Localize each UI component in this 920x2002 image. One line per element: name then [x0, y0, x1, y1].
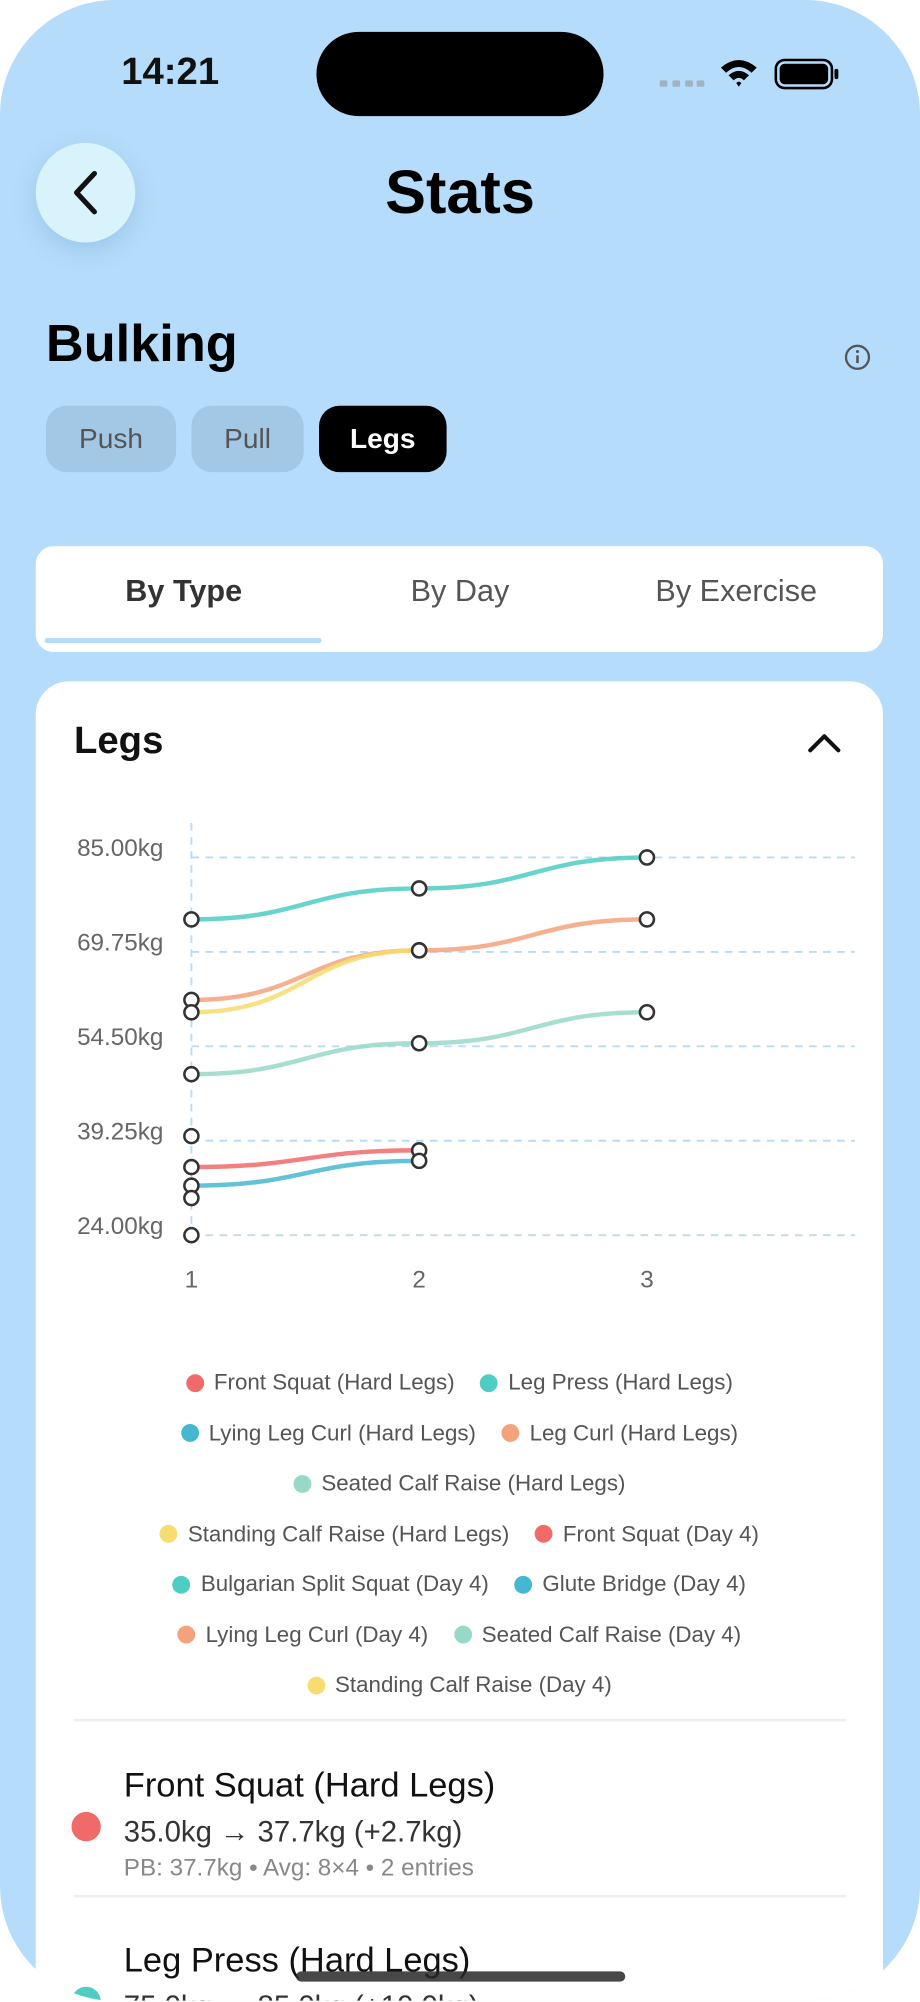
data-point	[638, 849, 656, 866]
data-point	[183, 1003, 200, 1021]
legend-label: Leg Press (Hard Legs)	[508, 1369, 733, 1395]
chip[interactable]: Legs	[319, 405, 447, 473]
legend-swatch	[480, 1373, 499, 1392]
legend-swatch	[172, 1575, 191, 1594]
back-icon	[74, 170, 97, 215]
legend-swatch	[185, 1373, 204, 1392]
legend-label: Lying Leg Curl (Hard Legs)	[208, 1419, 476, 1446]
chip[interactable]: Pull	[191, 405, 304, 473]
data-point	[410, 880, 428, 897]
data-point	[638, 1003, 656, 1021]
legend-swatch	[501, 1424, 520, 1443]
legend-item: Leg Curl (Hard Legs)	[501, 1408, 738, 1458]
legend-label: Bulgarian Split Squat (Day 4)	[200, 1571, 489, 1597]
legend-label: Standing Calf Raise (Day 4)	[335, 1671, 612, 1698]
status-time: 14:21	[121, 51, 220, 94]
entry-change: 75.0kg → 85.0kg (+10.0kg)	[124, 1989, 479, 2000]
home-indicator	[296, 1971, 626, 1982]
y-tick-label: 69.75kg	[77, 930, 163, 957]
legend-item: Lying Leg Curl (Hard Legs)	[180, 1408, 476, 1458]
series-line	[191, 1148, 420, 1170]
legend-swatch	[293, 1474, 312, 1493]
plan-title: Bulking	[45, 313, 238, 373]
data-point	[410, 1034, 428, 1052]
legend-swatch	[453, 1625, 472, 1644]
y-tick-label: 39.25kg	[77, 1119, 163, 1146]
legend-label: Seated Calf Raise (Day 4)	[481, 1621, 742, 1648]
legend-label: Lying Leg Curl (Day 4)	[205, 1621, 429, 1648]
data-point	[183, 1065, 200, 1083]
chip[interactable]: Push	[45, 405, 177, 473]
legend-item: Standing Calf Raise (Day 4)	[306, 1660, 612, 1710]
legend-label: Front Squat (Hard Legs)	[213, 1369, 455, 1395]
entry-dot	[71, 1986, 101, 2001]
tab[interactable]: By Exercise	[655, 574, 818, 609]
legend-swatch	[534, 1525, 553, 1544]
legend-swatch	[514, 1575, 533, 1594]
legend-item: Leg Press (Hard Legs)	[480, 1358, 733, 1408]
legend-item: Standing Calf Raise (Hard Legs)	[159, 1509, 510, 1559]
legend-item: Glute Bridge (Day 4)	[514, 1559, 746, 1609]
tab-bar	[35, 546, 883, 653]
x-tick-label: 3	[640, 1267, 653, 1294]
entry-change: 35.0kg → 37.7kg (+2.7kg)	[123, 1814, 463, 1848]
collapse-button[interactable]	[804, 725, 845, 761]
data-point	[183, 1189, 200, 1207]
legend-item: Front Squat (Day 4)	[534, 1509, 759, 1559]
tab-indicator	[44, 638, 322, 644]
data-point	[183, 911, 200, 928]
legend: Front Squat (Hard Legs) Leg Press (Hard L…	[115, 1358, 804, 1711]
legend-item: Bulgarian Split Squat (Day 4)	[172, 1559, 489, 1609]
legend-label: Leg Curl (Hard Legs)	[529, 1419, 739, 1446]
legend-label: Seated Calf Raise (Hard Legs)	[321, 1470, 626, 1496]
legend-swatch	[180, 1424, 199, 1443]
series-line	[191, 948, 420, 1015]
y-tick-label: 24.00kg	[77, 1213, 163, 1240]
legend-swatch	[177, 1625, 196, 1644]
status-icons	[659, 58, 839, 90]
entry-name[interactable]: Front Squat (Hard Legs)	[123, 1765, 496, 1805]
legend-item: Front Squat (Hard Legs)	[185, 1358, 455, 1408]
data-point	[183, 1127, 200, 1145]
stats-card	[35, 681, 883, 2001]
series-line	[191, 1158, 420, 1188]
data-point	[183, 1158, 200, 1176]
x-tick-label: 1	[185, 1267, 198, 1294]
y-tick-label: 85.00kg	[77, 835, 163, 862]
y-tick-label: 54.50kg	[77, 1024, 163, 1051]
dynamic-island	[316, 31, 604, 117]
legend-label: Glute Bridge (Day 4)	[542, 1571, 746, 1597]
legend-item: Seated Calf Raise (Hard Legs)	[293, 1458, 625, 1508]
divider	[74, 1894, 846, 1898]
back-button[interactable]	[35, 142, 136, 243]
page-title: Stats	[385, 159, 535, 228]
x-tick-label: 2	[412, 1267, 425, 1294]
data-point	[638, 911, 656, 928]
data-point	[410, 1152, 428, 1170]
entry-dot	[71, 1811, 101, 1842]
legend-item: Lying Leg Curl (Day 4)	[177, 1610, 429, 1660]
legend-label: Front Squat (Day 4)	[562, 1520, 759, 1547]
tab[interactable]: By Type	[125, 574, 243, 609]
info-button[interactable]	[843, 343, 871, 371]
legend-swatch	[306, 1676, 325, 1695]
series-line	[191, 917, 647, 1003]
entry-details: PB: 37.7kg • Avg: 8×4 • 2 entries	[123, 1855, 474, 1883]
legend-label: Standing Calf Raise (Hard Legs)	[187, 1520, 510, 1547]
divider	[74, 1718, 846, 1722]
legend-swatch	[159, 1525, 178, 1544]
data-point	[410, 942, 428, 959]
tab[interactable]: By Day	[410, 574, 510, 609]
data-point	[183, 1226, 200, 1244]
legend-item: Seated Calf Raise (Day 4)	[453, 1610, 742, 1660]
card-title: Legs	[74, 719, 164, 762]
